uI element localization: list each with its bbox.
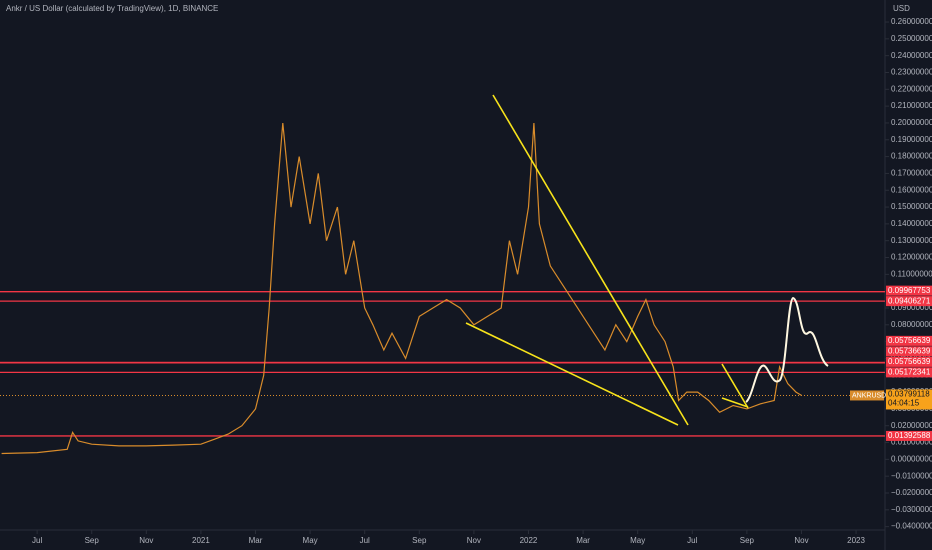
level-label-bg: [886, 296, 932, 307]
trend-line: [465, 322, 679, 426]
level-label-bg: [886, 335, 932, 346]
level-label: 0.09967753: [888, 286, 931, 295]
y-tick-label: 0.24000000: [891, 51, 932, 60]
price-label-bg: [886, 389, 932, 410]
x-tick-label: Jul: [360, 536, 370, 545]
x-tick-label: Nov: [467, 536, 481, 545]
y-tick-label: 0.14000000: [891, 219, 932, 228]
x-tick-label: Jul: [687, 536, 697, 545]
y-tick-label: 0.11000000: [891, 269, 932, 278]
price-line: [1, 122, 802, 455]
countdown-label: 04:04:15: [888, 399, 920, 408]
trend-line: [492, 94, 689, 426]
y-tick-label: 0.15000000: [891, 202, 932, 211]
x-tick-label: Nov: [794, 536, 808, 545]
symbol-label-bg: [850, 390, 884, 401]
drawings: [465, 94, 829, 426]
y-tick-label: 0.25000000: [891, 34, 932, 43]
x-tick-label: 2021: [192, 536, 210, 545]
trend-line: [721, 397, 749, 408]
projection-sketch: [745, 296, 829, 403]
x-tick-label: May: [303, 536, 318, 545]
y-tick-label: 0.17000000: [891, 169, 932, 178]
x-tick-label: Sep: [85, 536, 100, 545]
level-label-bg: [886, 356, 932, 367]
chart-title: Ankr / US Dollar (calculated by TradingV…: [6, 4, 218, 13]
x-tick-label: Sep: [740, 536, 755, 545]
x-tick-label: Jul: [32, 536, 42, 545]
y-tick-label: 0.02000000: [891, 421, 932, 430]
symbol-label: ANKRUSD: [852, 392, 886, 399]
x-tick-label: 2023: [847, 536, 865, 545]
level-label: 0.05756639: [888, 357, 931, 366]
y-tick-label: 0.00000000: [891, 454, 932, 463]
trend-line: [721, 363, 749, 409]
level-label-bg: [886, 346, 932, 357]
y-tick-label: 0.21000000: [891, 101, 932, 110]
level-label: 0.01392588: [888, 431, 931, 440]
y-tick-label: −0.03000000: [891, 505, 932, 514]
currency-label: USD: [893, 4, 910, 13]
level-label: 0.09406271: [888, 296, 931, 305]
x-tick-label: 2022: [520, 536, 538, 545]
level-label-bg: [886, 430, 932, 441]
y-tick-label: 0.16000000: [891, 185, 932, 194]
y-tick-label: −0.01000000: [891, 471, 932, 480]
y-tick-label: 0.09000000: [891, 303, 932, 312]
y-tick-label: 0.20000000: [891, 118, 932, 127]
level-label-bg: [886, 285, 932, 296]
level-label: 0.05172341: [888, 367, 931, 376]
y-tick-label: 0.19000000: [891, 135, 932, 144]
y-tick-label: −0.04000000: [891, 522, 932, 531]
y-tick-label: 0.23000000: [891, 68, 932, 77]
price-axis: 0.26000000 0.25000000 0.24000000 0.23000000…: [32, 17, 932, 545]
x-tick-label: Sep: [412, 536, 427, 545]
y-tick-label: 0.26000000: [891, 17, 932, 26]
price-label: 0.03799118: [888, 390, 930, 399]
y-tick-label: 0.18000000: [891, 152, 932, 161]
y-tick-label: 0.13000000: [891, 236, 932, 245]
level-label: 0.05756639: [888, 336, 931, 345]
y-tick-label: 0.01000000: [891, 438, 932, 447]
y-tick-label: 0.22000000: [891, 84, 932, 93]
x-tick-label: Mar: [249, 536, 263, 545]
level-label-bg: [886, 367, 932, 378]
x-tick-label: Nov: [139, 536, 153, 545]
plot-area: [0, 122, 885, 455]
level-label: 0.05736639: [888, 346, 931, 355]
y-tick-label: 0.12000000: [891, 253, 932, 262]
x-tick-label: May: [630, 536, 645, 545]
x-tick-label: Mar: [576, 536, 590, 545]
y-tick-label: 0.08000000: [891, 320, 932, 329]
y-tick-label: −0.02000000: [891, 488, 932, 497]
